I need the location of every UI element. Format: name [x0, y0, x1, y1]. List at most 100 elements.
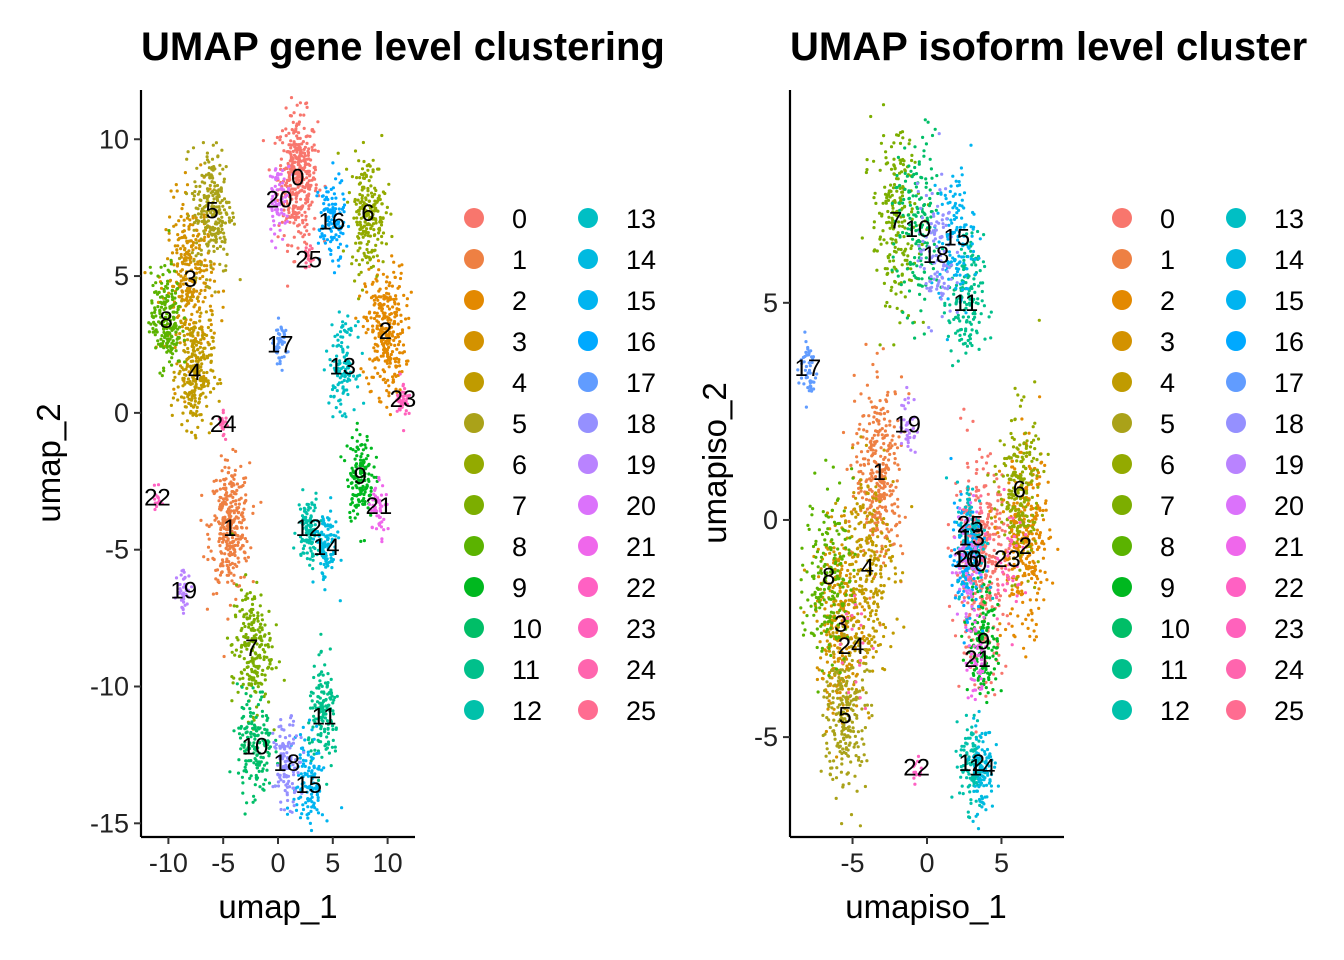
cell-point [1027, 431, 1031, 435]
cell-point [343, 388, 347, 392]
cell-point [226, 518, 230, 522]
cell-point [990, 522, 994, 526]
cell-point [369, 250, 374, 254]
cell-point [175, 362, 179, 366]
cell-point [380, 133, 384, 138]
cell-point [234, 449, 238, 453]
cell-point [1028, 560, 1032, 565]
cell-point [159, 342, 163, 346]
legend-label: 10 [512, 614, 542, 644]
cell-point [327, 751, 331, 755]
cell-point [987, 526, 991, 530]
cell-point [293, 160, 297, 164]
cell-point [244, 762, 248, 767]
cell-point [354, 449, 358, 453]
cell-point [218, 163, 222, 167]
cell-point [290, 810, 294, 814]
cell-point [874, 449, 878, 453]
cell-point [162, 346, 166, 350]
cell-point [196, 252, 200, 256]
cell-point [272, 219, 276, 223]
cell-point [359, 539, 363, 544]
cell-point [369, 184, 373, 188]
cell-point [387, 345, 391, 349]
cell-point [199, 393, 203, 397]
cell-point [190, 293, 194, 297]
cell-point [366, 186, 370, 191]
cell-point [387, 340, 391, 344]
cell-point [409, 290, 413, 294]
cell-point [329, 697, 333, 701]
cell-point [365, 376, 369, 380]
cell-point [201, 377, 205, 381]
cell-point [360, 288, 365, 292]
cell-point [194, 206, 198, 210]
cell-point [254, 773, 258, 778]
cell-point [402, 293, 406, 297]
cell-point [239, 588, 243, 592]
cell-point [242, 714, 246, 719]
cell-point [339, 402, 343, 406]
cell-point [256, 685, 260, 689]
cell-point [188, 223, 192, 227]
cell-point [213, 290, 217, 294]
cell-point [194, 184, 198, 189]
x-tick-label: 0 [270, 848, 285, 878]
cell-point [1022, 646, 1026, 650]
legend-swatch [464, 700, 484, 720]
cell-point [258, 698, 263, 702]
cell-point [188, 411, 193, 415]
cell-point [869, 400, 873, 404]
legend-gene: 0123456789101112131415161718192021222324… [464, 204, 656, 726]
cell-point [167, 238, 171, 242]
cell-point [393, 373, 397, 377]
cell-point [360, 452, 364, 456]
cell-point [220, 469, 224, 473]
cell-point [381, 337, 385, 341]
cell-point [292, 737, 296, 741]
cell-point [296, 136, 300, 140]
cell-point [307, 505, 311, 509]
cell-point [391, 375, 395, 379]
cell-point [235, 583, 239, 587]
cell-point [262, 657, 266, 662]
cell-point [205, 523, 209, 527]
cell-point [1032, 638, 1037, 642]
cell-point [1029, 608, 1033, 613]
cell-point [179, 319, 183, 323]
cell-point [203, 235, 207, 239]
cell-point [968, 612, 972, 617]
cell-point [312, 675, 316, 680]
cell-point [182, 376, 186, 381]
cell-point [221, 305, 225, 309]
cell-point [203, 258, 207, 262]
cell-point [307, 204, 311, 208]
cell-point [212, 387, 216, 391]
cell-point [301, 221, 305, 225]
cell-point [400, 328, 405, 332]
cell-point [306, 508, 310, 512]
cell-point [174, 343, 178, 347]
cell-point [167, 291, 171, 295]
cell-point [995, 477, 999, 481]
cell-point [278, 744, 282, 748]
cell-point [206, 545, 211, 549]
cell-point [193, 396, 197, 400]
cell-point [361, 502, 365, 506]
cell-point [333, 749, 337, 753]
cell-point [394, 310, 399, 314]
cell-point [358, 492, 362, 496]
cell-point [285, 806, 290, 810]
cell-point [329, 394, 333, 398]
cell-point [982, 485, 986, 489]
cell-point [167, 229, 171, 233]
cell-point [398, 351, 402, 355]
cell-point [882, 561, 886, 565]
cell-point [356, 198, 360, 202]
cell-point [226, 537, 230, 541]
cell-point [387, 384, 391, 388]
cell-point [196, 331, 200, 335]
cell-point [282, 780, 286, 784]
cell-point [262, 634, 266, 638]
cell-point [200, 180, 204, 184]
